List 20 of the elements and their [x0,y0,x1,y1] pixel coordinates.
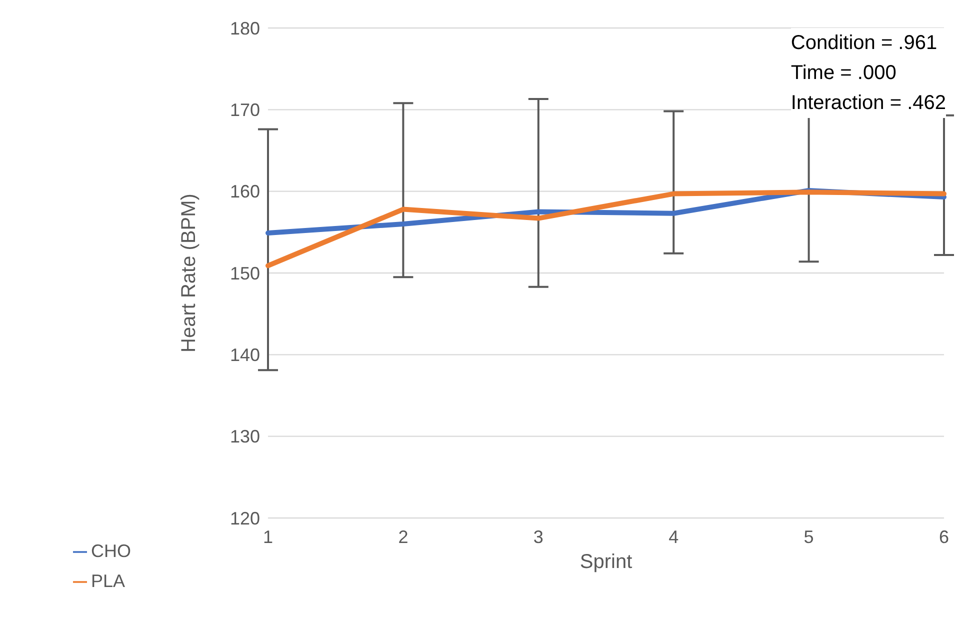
y-tick-label: 160 [230,182,260,202]
y-tick-label: 170 [230,100,260,120]
annotation: Condition = .961 [790,31,938,56]
annotation: Time = .000 [790,61,898,86]
x-tick-label: 5 [804,526,814,547]
x-tick-label: 4 [668,526,679,547]
y-tick-label: 120 [230,508,260,528]
x-tick-label: 2 [398,526,408,547]
x-tick-label: 1 [262,526,274,547]
y-axis-title: Heart Rate (BPM) [178,194,200,352]
x-tick-label: 3 [533,526,544,547]
y-tick-label: 150 [230,263,260,284]
annotation: Interaction = .462 [790,91,946,116]
legend-label: CHO [91,541,131,561]
x-tick-label: 6 [938,526,950,547]
legend-label: PLA [91,571,126,591]
y-tick-label: 130 [230,426,260,447]
x-axis-title: Sprint [580,551,633,573]
y-tick-label: 140 [230,345,260,366]
y-tick-label: 180 [230,18,260,38]
